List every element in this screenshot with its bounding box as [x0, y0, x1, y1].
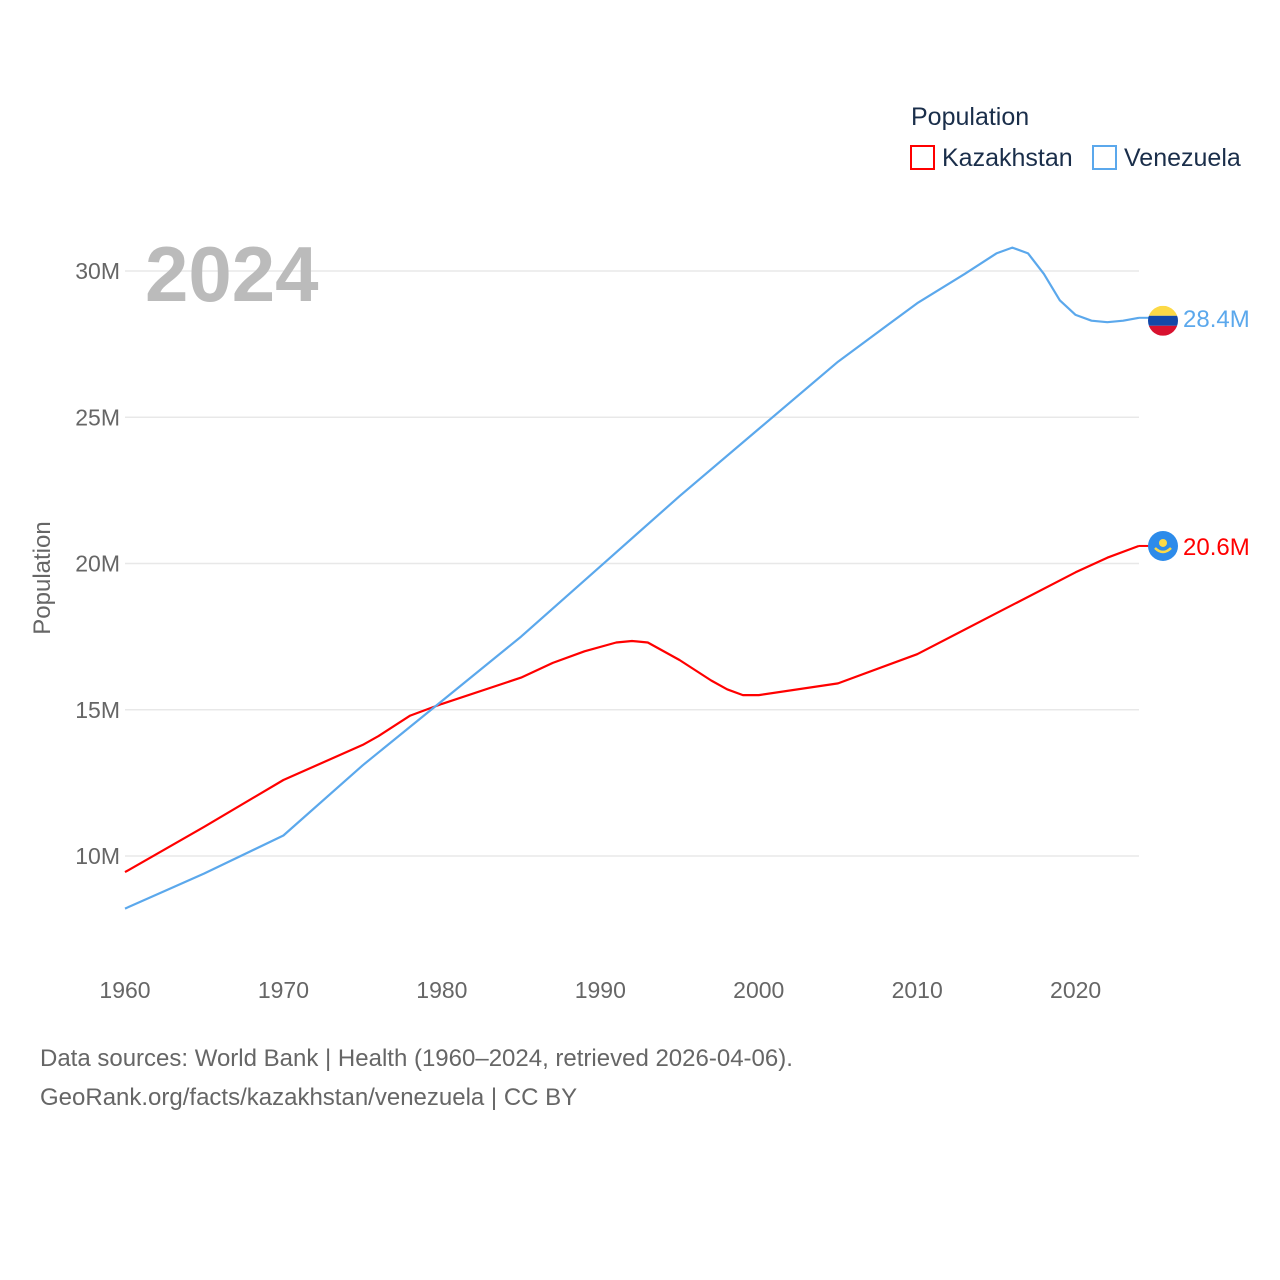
footer-sources: Data sources: World Bank | Health (1960–…	[40, 1045, 793, 1072]
footer-attribution[interactable]: GeoRank.org/facts/kazakhstan/venezuela |…	[40, 1084, 578, 1111]
end-value-label: 28.4M	[1183, 306, 1250, 333]
x-tick-label: 2000	[733, 977, 784, 1003]
venezuela-flag-icon	[1148, 305, 1178, 336]
year-label: 2024	[145, 230, 319, 318]
series-line-kazakhstan	[124, 544, 1140, 874]
x-tick-label: 1990	[575, 977, 626, 1003]
legend-swatch	[1092, 145, 1117, 170]
x-tick-label: 2010	[892, 977, 943, 1003]
x-tick-label: 1970	[258, 977, 309, 1003]
kazakhstan-flag-icon	[1148, 530, 1178, 561]
x-tick-label: 2020	[1050, 977, 1101, 1003]
end-value-label: 20.6M	[1183, 534, 1250, 561]
y-tick-label: 25M	[75, 404, 120, 430]
y-tick-label: 30M	[75, 258, 120, 284]
legend-item-venezuela[interactable]: Venezuela	[1092, 144, 1241, 172]
y-tick-label: 10M	[75, 843, 120, 869]
x-tick-label: 1980	[416, 977, 467, 1003]
legend-swatch	[910, 145, 935, 170]
legend-label: Kazakhstan	[942, 144, 1073, 172]
legend-item-kazakhstan[interactable]: Kazakhstan	[910, 144, 1073, 172]
legend-title: Population	[911, 103, 1029, 131]
y-tick-label: 15M	[75, 697, 120, 723]
y-tick-label: 20M	[75, 551, 120, 577]
legend-label: Venezuela	[1124, 144, 1241, 172]
y-axis-label: Population	[29, 521, 56, 634]
x-tick-label: 1960	[99, 977, 150, 1003]
series-line-venezuela	[124, 246, 1140, 910]
